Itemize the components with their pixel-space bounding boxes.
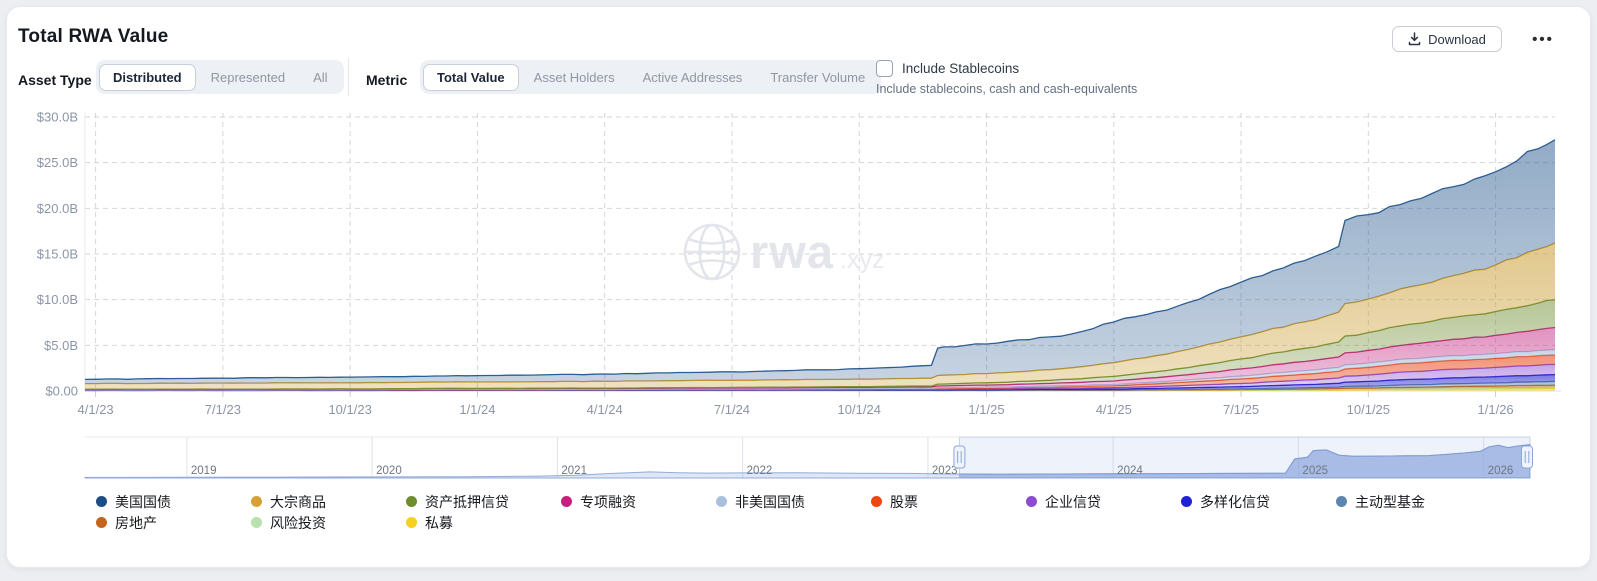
include-stablecoins-checkbox[interactable]: [876, 60, 893, 77]
more-options-button[interactable]: •••: [1532, 30, 1554, 48]
navigator-handle-right[interactable]: [1521, 445, 1533, 469]
download-label: Download: [1428, 31, 1486, 47]
legend-label: 风险投资: [270, 514, 326, 531]
asset-type-option-distributed[interactable]: Distributed: [99, 63, 196, 91]
navigator-year-label: 2020: [376, 465, 402, 477]
legend-label: 主动型基金: [1355, 493, 1425, 510]
legend-label: 私募: [425, 514, 453, 531]
legend-label: 非美国国债: [735, 493, 805, 510]
legend-dot: [251, 496, 262, 507]
svg-text:.xyz: .xyz: [840, 246, 884, 274]
legend-dot: [1336, 496, 1347, 507]
rwa-xyz-watermark: rwa .xyz: [683, 223, 884, 281]
x-axis-label: 1/1/24: [459, 402, 495, 417]
chart-legend: 美国国债 大宗商品 资产抵押信贷 专项融资 非美国国债 股票 企业信贷 多样化信贷 主动型基金房…: [96, 491, 1566, 533]
legend-dot: [96, 496, 107, 507]
navigator-year-label: 2024: [1117, 465, 1143, 477]
asset-type-option-represented[interactable]: Represented: [210, 69, 286, 85]
legend-item[interactable]: 股票: [871, 491, 1026, 512]
metric-segmented-control: Total Value Asset Holders Active Addresses…: [420, 60, 882, 94]
legend-item[interactable]: 房地产: [96, 512, 251, 533]
navigator-year-label: 2019: [191, 465, 217, 477]
legend-item[interactable]: 私募: [406, 512, 561, 533]
x-axis-label: 10/1/23: [328, 402, 371, 417]
legend-dot: [1181, 496, 1192, 507]
x-axis-label: 7/1/25: [1223, 402, 1259, 417]
metric-option-active-addresses[interactable]: Active Addresses: [642, 69, 743, 85]
legend-label: 资产抵押信贷: [425, 493, 509, 510]
legend-label: 股票: [890, 493, 918, 510]
series-area-美国国债[interactable]: [85, 139, 1555, 384]
navigator[interactable]: 2019 2020 2021 2022 2023 2024 2025 2026: [84, 436, 1533, 479]
x-axis-label: 4/1/25: [1096, 402, 1132, 417]
legend-item[interactable]: 非美国国债: [716, 491, 871, 512]
series-area-大宗商品[interactable]: [85, 243, 1555, 390]
page-title: Total RWA Value: [18, 26, 169, 47]
legend-item[interactable]: 风险投资: [251, 512, 406, 533]
legend-label: 美国国债: [115, 493, 171, 510]
navigator-year-label: 2021: [561, 465, 587, 477]
download-icon: [1408, 32, 1421, 46]
x-axis-label: 10/1/25: [1347, 402, 1390, 417]
asset-type-option-all[interactable]: All: [313, 69, 328, 85]
legend-dot: [96, 517, 107, 528]
include-stablecoins-row[interactable]: Include Stablecoins: [876, 60, 1019, 77]
metric-option-total-value[interactable]: Total Value: [423, 63, 519, 91]
legend-item[interactable]: 美国国债: [96, 491, 251, 512]
x-axis-label: 7/1/24: [714, 402, 750, 417]
legend-item[interactable]: 资产抵押信贷: [406, 491, 561, 512]
legend-label: 大宗商品: [270, 493, 326, 510]
x-axis-label: 4/1/23: [78, 402, 114, 417]
legend-item[interactable]: 大宗商品: [251, 491, 406, 512]
legend-dot: [561, 496, 572, 507]
metric-option-transfer-volume[interactable]: Transfer Volume: [770, 69, 866, 85]
series-line-美国国债: [84, 139, 1556, 381]
x-axis-label: 1/1/25: [968, 402, 1004, 417]
metric-option-asset-holders[interactable]: Asset Holders: [533, 69, 615, 85]
legend-dot: [406, 517, 417, 528]
asset-type-segmented-control: Distributed Represented All: [96, 60, 344, 94]
y-axis-label: $25.0B: [37, 155, 78, 170]
y-axis-label: $5.0B: [44, 338, 78, 353]
asset-type-label: Asset Type: [18, 72, 92, 88]
y-axis-label: $30.0B: [37, 110, 78, 125]
navigator-year-label: 2022: [747, 465, 773, 477]
y-axis-label: $10.0B: [37, 292, 78, 307]
legend-item[interactable]: 主动型基金: [1336, 491, 1491, 512]
metric-label: Metric: [366, 72, 408, 88]
legend-item[interactable]: 企业信贷: [1026, 491, 1181, 512]
x-axis-label: 1/1/26: [1478, 402, 1514, 417]
legend-label: 企业信贷: [1045, 493, 1101, 510]
y-axis-label: $15.0B: [37, 247, 78, 262]
legend-label: 专项融资: [580, 493, 636, 510]
navigator-year-label: 2026: [1488, 465, 1514, 477]
y-axis-label: $20.0B: [37, 201, 78, 216]
navigator-handle-left[interactable]: [953, 445, 966, 469]
legend-dot: [1026, 496, 1037, 507]
legend-item[interactable]: 专项融资: [561, 491, 716, 512]
include-stablecoins-sublabel: Include stablecoins, cash and cash-equiv…: [876, 82, 1138, 96]
legend-dot: [251, 517, 262, 528]
navigator-year-label: 2025: [1302, 465, 1328, 477]
legend-dot: [716, 496, 727, 507]
controls-divider: [348, 58, 349, 96]
legend-dot: [871, 496, 882, 507]
download-button[interactable]: Download: [1392, 26, 1502, 52]
include-stablecoins-label: Include Stablecoins: [902, 61, 1020, 76]
x-axis-label: 7/1/23: [205, 402, 241, 417]
y-axis-label: $0.00: [45, 384, 78, 399]
x-axis-label: 4/1/24: [587, 402, 623, 417]
x-axis-label: 10/1/24: [838, 402, 881, 417]
svg-text:rwa: rwa: [750, 225, 834, 278]
legend-item[interactable]: 多样化信贷: [1181, 491, 1336, 512]
navigator-year-label: 2023: [932, 465, 958, 477]
legend-label: 房地产: [115, 514, 157, 531]
legend-dot: [406, 496, 417, 507]
legend-label: 多样化信贷: [1200, 493, 1270, 510]
